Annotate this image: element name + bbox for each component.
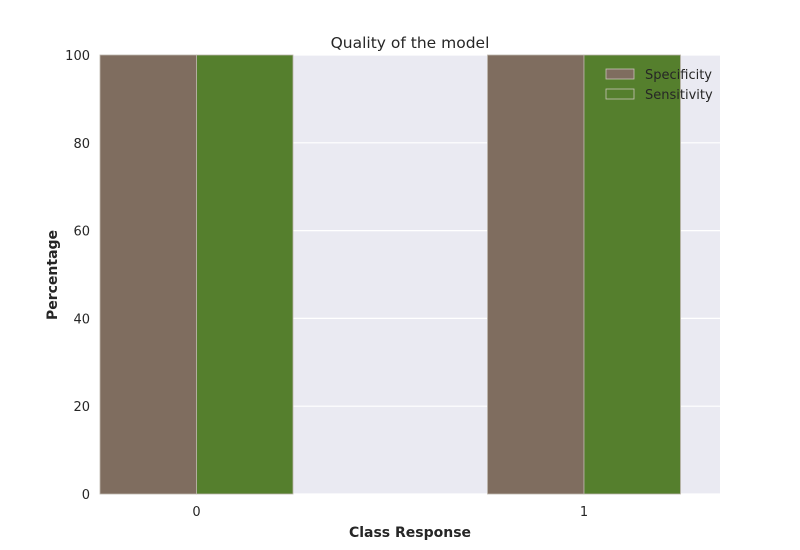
bar-sensitivity-1 [583, 54, 681, 495]
y-axis-label: Percentage [45, 230, 61, 320]
legend-swatch-specificity [605, 68, 635, 80]
y-tick-label: 40 [73, 312, 90, 327]
x-axis-label: Class Response [349, 525, 471, 541]
chart-title: Quality of the model [331, 34, 490, 52]
bar-sensitivity-0 [196, 54, 294, 495]
y-tick-label: 80 [73, 137, 90, 152]
legend-label-specificity: Specificity [645, 68, 712, 83]
legend: Specificity Sensitivity [605, 68, 713, 103]
bar-specificity-0 [99, 54, 197, 495]
x-tick-label: 0 [192, 505, 200, 520]
legend-swatch-sensitivity [605, 88, 635, 100]
y-tick-label: 60 [73, 225, 90, 240]
y-tick-labels: 0 20 40 60 80 100 [65, 49, 90, 503]
y-tick-label: 100 [65, 49, 90, 64]
x-tick-label: 1 [580, 505, 588, 520]
bar-specificity-1 [487, 54, 585, 495]
legend-label-sensitivity: Sensitivity [645, 88, 713, 103]
bars [99, 54, 681, 495]
y-tick-label: 0 [82, 488, 90, 503]
y-tick-label: 20 [73, 400, 90, 415]
